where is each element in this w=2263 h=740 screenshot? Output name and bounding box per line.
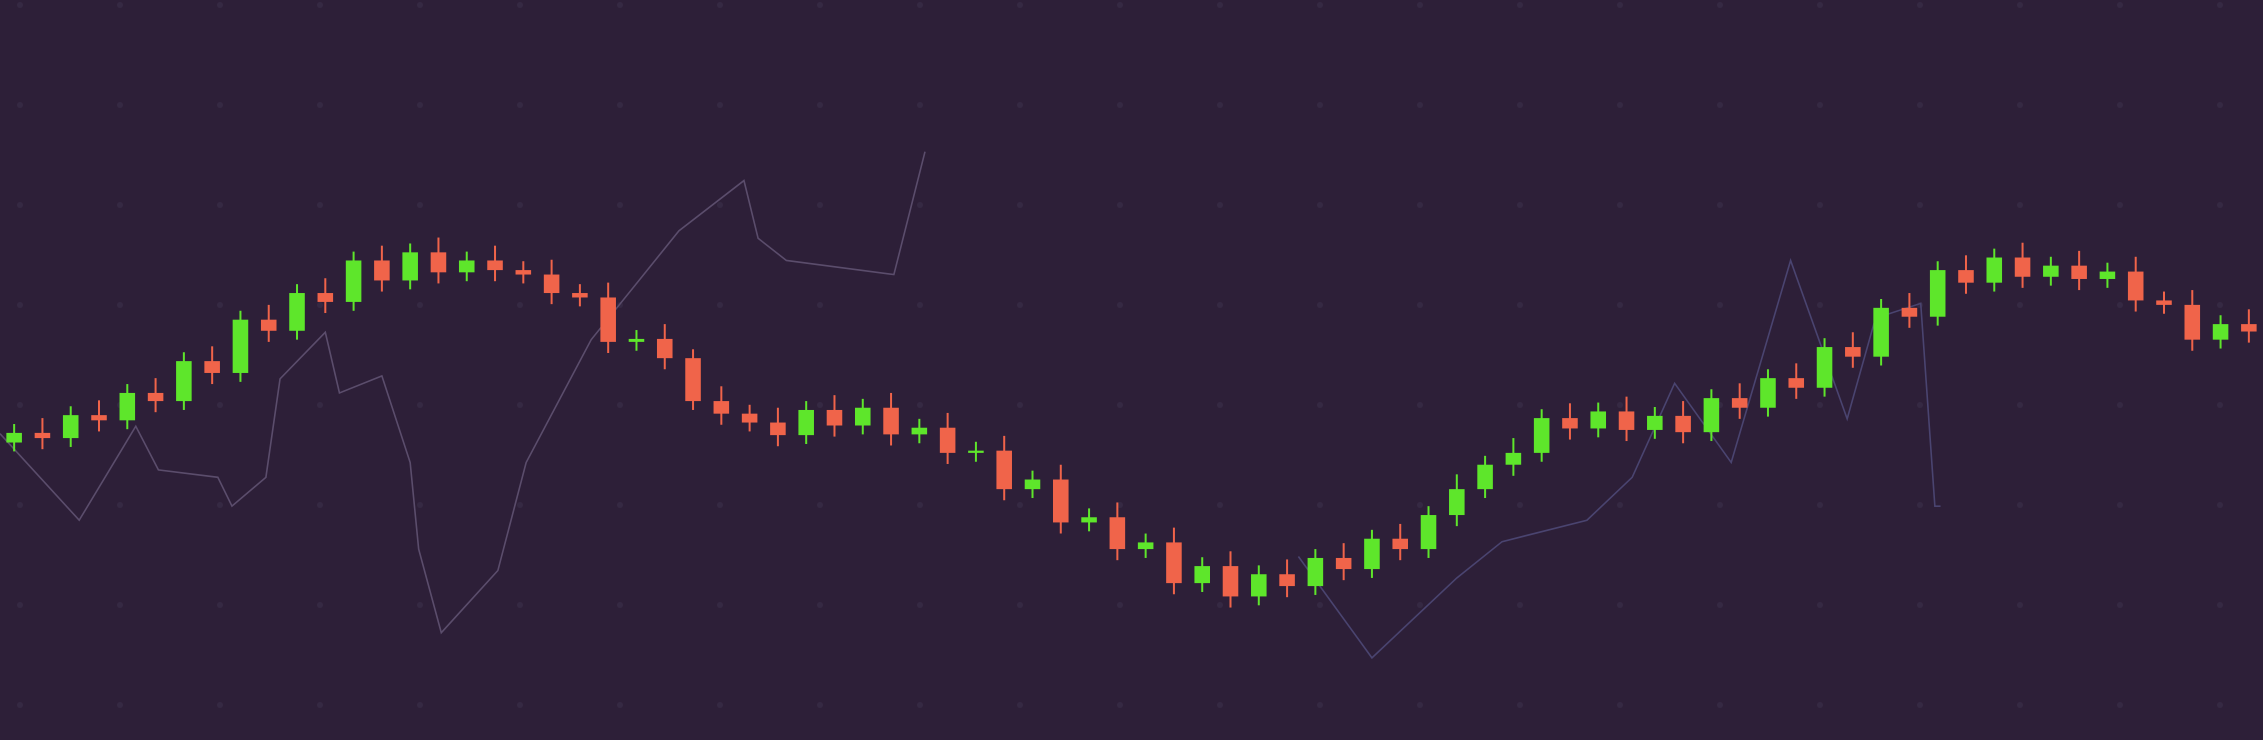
candle-body bbox=[1816, 347, 1833, 388]
candle-body bbox=[1024, 479, 1041, 490]
background-line bbox=[0, 151, 926, 635]
candle-body bbox=[1194, 566, 1210, 584]
candle-body bbox=[1449, 489, 1465, 516]
candle-body bbox=[2127, 271, 2144, 301]
candle-body bbox=[770, 422, 786, 436]
candle-body bbox=[260, 319, 277, 331]
candle-body bbox=[939, 427, 956, 453]
candle-body bbox=[1788, 378, 1805, 388]
candle-body bbox=[1307, 557, 1324, 587]
candle-body bbox=[1618, 411, 1635, 430]
candle-body bbox=[1137, 542, 1154, 550]
candle-body bbox=[2043, 265, 2059, 277]
candle-body bbox=[1647, 415, 1663, 430]
candle-body bbox=[628, 338, 645, 342]
candle-body bbox=[1364, 538, 1380, 570]
candle-body bbox=[317, 293, 334, 302]
candle-body bbox=[91, 415, 107, 421]
candle-body bbox=[1675, 415, 1691, 433]
candle-body bbox=[2184, 304, 2201, 340]
candle-body bbox=[911, 427, 928, 435]
candle-body bbox=[600, 297, 616, 342]
candle-body bbox=[487, 260, 503, 271]
candle-body bbox=[119, 392, 136, 421]
candle-body bbox=[1477, 464, 1493, 490]
candle-body bbox=[1845, 347, 1861, 357]
candle-body bbox=[1901, 307, 1918, 317]
candle-body bbox=[1420, 515, 1437, 550]
candle-body bbox=[1392, 538, 1409, 550]
candle-body bbox=[1081, 517, 1097, 523]
candle-body bbox=[147, 392, 164, 402]
candle-body bbox=[854, 407, 871, 426]
candle-body bbox=[685, 358, 701, 402]
candle-body bbox=[1505, 452, 1522, 465]
candle-body bbox=[656, 338, 673, 359]
candle-body bbox=[1335, 557, 1352, 570]
candle-body bbox=[430, 252, 447, 273]
candle-body bbox=[402, 252, 418, 281]
candle-body bbox=[2014, 257, 2031, 277]
candle-body bbox=[741, 413, 758, 423]
candle-body bbox=[1873, 307, 1889, 357]
candle-body bbox=[6, 432, 22, 443]
candle-body bbox=[713, 401, 730, 414]
candle-body bbox=[826, 409, 843, 426]
background-line bbox=[1297, 257, 1941, 660]
candle-body bbox=[1222, 566, 1239, 597]
candle-body bbox=[2071, 265, 2087, 279]
candle-body bbox=[1958, 270, 1974, 283]
candle-body bbox=[1109, 517, 1126, 550]
candle-body bbox=[1533, 418, 1550, 453]
candle-body bbox=[374, 260, 390, 281]
candle-body bbox=[289, 293, 305, 331]
candle-body bbox=[1279, 574, 1295, 587]
candle-body bbox=[62, 415, 79, 439]
candle-body bbox=[2099, 271, 2116, 279]
candle-body bbox=[2156, 300, 2172, 305]
candle-body bbox=[1562, 418, 1578, 429]
candle-body bbox=[1760, 378, 1776, 408]
candle-body bbox=[968, 450, 984, 453]
candle-body bbox=[883, 407, 899, 435]
candle-body bbox=[176, 361, 192, 402]
candle-body bbox=[1053, 479, 1069, 523]
candle-body bbox=[1731, 398, 1748, 408]
candle-body bbox=[543, 274, 560, 294]
candle-body bbox=[2212, 324, 2229, 340]
candle-body bbox=[1986, 257, 2003, 283]
candle-body bbox=[1590, 411, 1607, 429]
candle-body bbox=[1166, 542, 1182, 584]
candle-body bbox=[798, 409, 814, 436]
candle-body bbox=[1703, 398, 1720, 433]
candle-body bbox=[345, 260, 362, 302]
candle-body bbox=[572, 293, 588, 298]
candle-body bbox=[34, 432, 51, 439]
candle-body bbox=[232, 319, 249, 373]
candle-body bbox=[1929, 270, 1946, 317]
candle-body bbox=[204, 361, 220, 373]
candle-body bbox=[1251, 574, 1267, 597]
candle-body bbox=[458, 260, 475, 273]
candle-body bbox=[2241, 324, 2257, 332]
candle-body bbox=[515, 270, 532, 275]
candle-body bbox=[996, 450, 1012, 490]
